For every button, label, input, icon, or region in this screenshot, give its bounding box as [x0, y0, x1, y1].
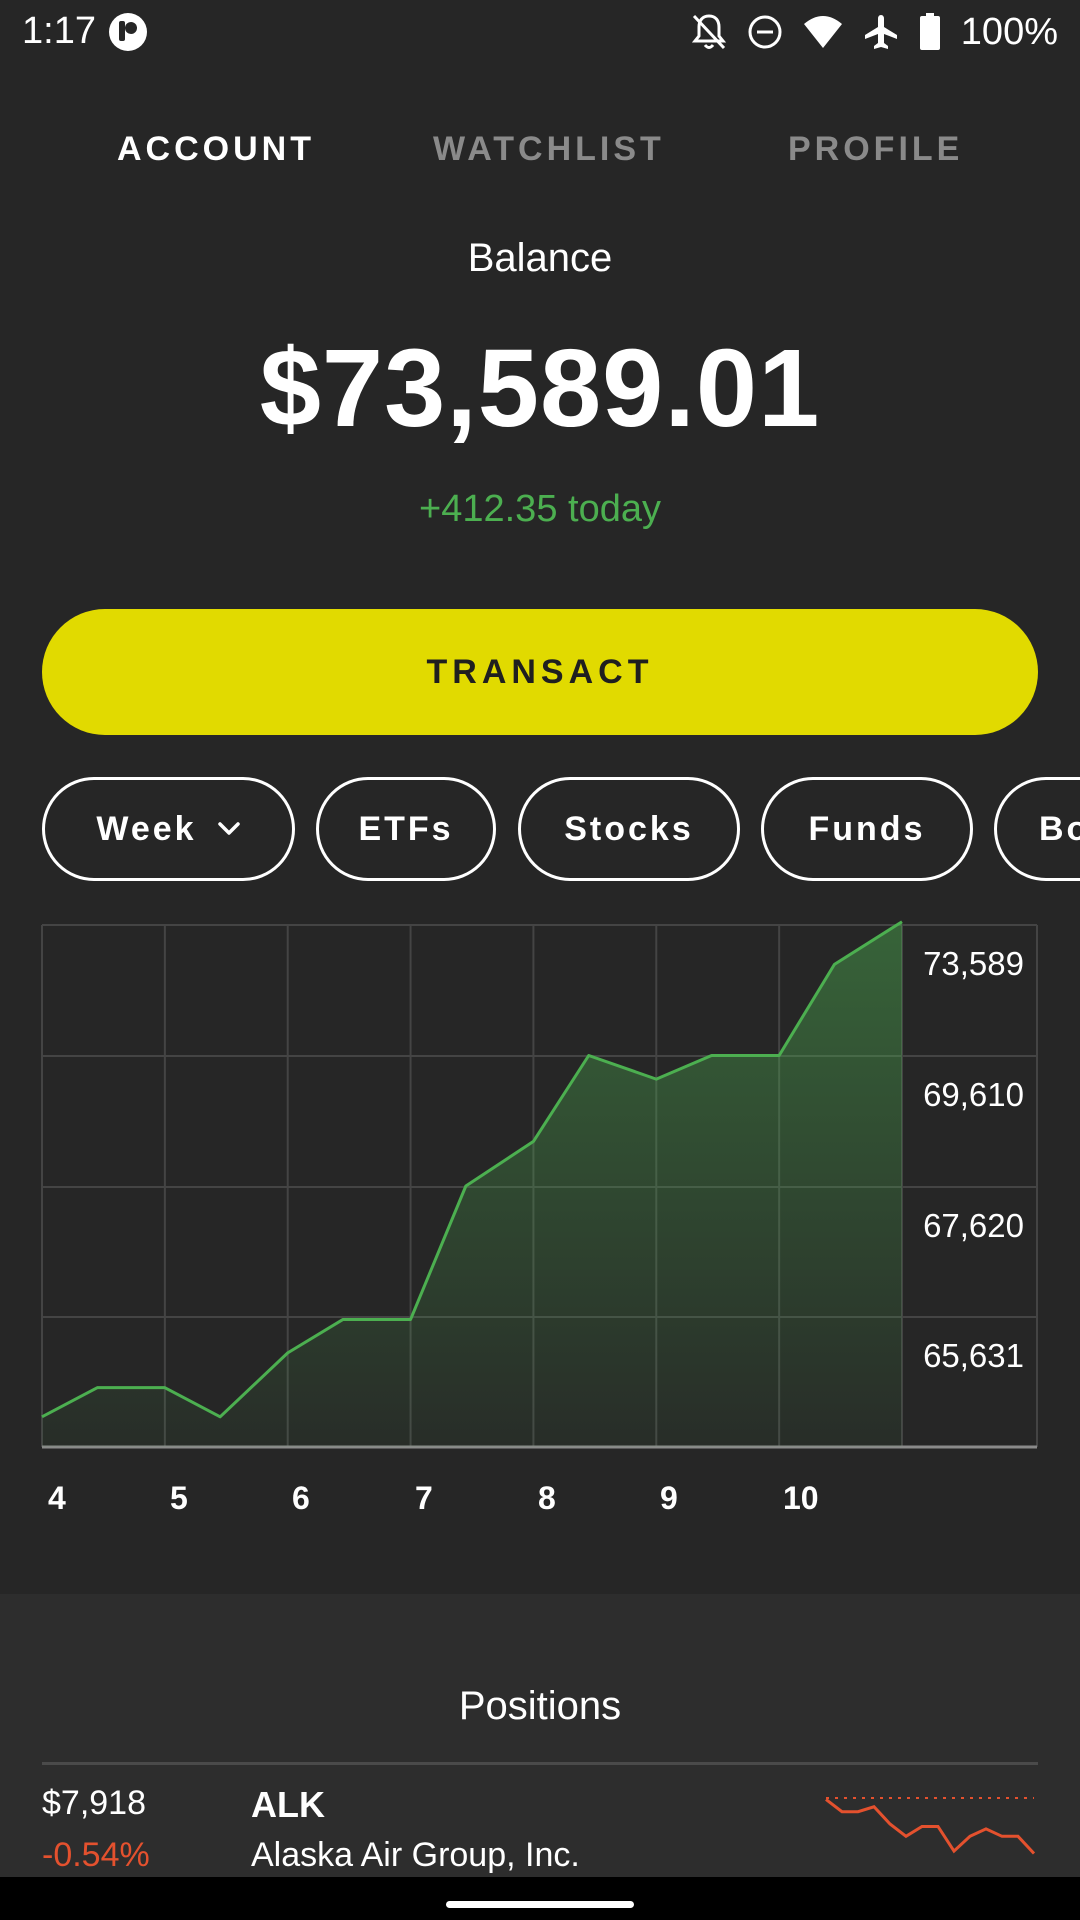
tab-watchlist[interactable]: WATCHLIST: [433, 130, 665, 168]
sparkline-series: [825, 1798, 1036, 1855]
status-icons: 100%: [691, 8, 1058, 56]
position-change: -0.54%: [42, 1836, 150, 1874]
airplane-icon: [864, 15, 897, 49]
chart-x-tick-label: 10: [783, 1480, 819, 1516]
balance-label: Balance: [467, 236, 613, 280]
positions-title: Positions: [458, 1684, 622, 1728]
chevron-down-icon: [217, 822, 240, 835]
chart-x-tick-label: 8: [538, 1480, 556, 1516]
chart-x-tick-label: 7: [415, 1480, 433, 1516]
chip-week-dropdown[interactable]: Week: [42, 777, 295, 881]
chart-x-tick-label: 9: [660, 1480, 678, 1516]
tab-bar: ACCOUNT WATCHLIST PROFILE: [0, 130, 1080, 180]
chart-x-tick-label: 5: [170, 1480, 188, 1516]
chip-week-label: Week: [96, 809, 197, 848]
chip-stocks[interactable]: Stocks: [518, 777, 740, 881]
position-symbol: ALK: [251, 1784, 325, 1825]
chart-y-tick-label: 69,610: [923, 1076, 1024, 1113]
tab-account[interactable]: ACCOUNT: [117, 130, 315, 168]
balance-value: $73,589.01: [259, 327, 821, 450]
battery-icon: [919, 13, 940, 50]
do-not-disturb-icon: [748, 15, 782, 49]
transact-button[interactable]: TRANSACT: [42, 609, 1038, 735]
status-time: 1:17: [22, 10, 96, 52]
positions-section: Positions $7,918 -0.54% ALK Alaska Air G…: [0, 1594, 1080, 1920]
chart-y-tick-label: 73,589: [923, 945, 1024, 982]
chart-x-tick-label: 4: [48, 1480, 66, 1516]
chart-y-tick-label: 67,620: [923, 1207, 1024, 1244]
app-notification-icon: [109, 13, 147, 51]
position-row[interactable]: $7,918 -0.54% ALK Alaska Air Group, Inc.: [0, 1784, 1080, 1894]
chart-x-tick-label: 6: [292, 1480, 310, 1516]
navigation-bar: [0, 1877, 1080, 1920]
battery-percentage: 100%: [960, 10, 1058, 53]
position-sparkline: [825, 1797, 1036, 1855]
wifi-icon: [803, 16, 842, 48]
balance-chart: 73,589 69,610 67,620 65,631 4 5 6 7 8 9 10: [0, 900, 1080, 1540]
chip-etfs[interactable]: ETFs: [316, 777, 496, 881]
filter-chips: Week ETFs Stocks Funds Bonds: [0, 777, 1080, 881]
chip-funds[interactable]: Funds: [761, 777, 973, 881]
balance-change-today: +412.35 today: [419, 488, 661, 530]
status-bar: 1:17 10: [0, 0, 1080, 64]
balance-chart-svg: 73,589 69,610 67,620 65,631 4 5 6 7 8 9 10: [41, 920, 1038, 1516]
home-gesture-handle[interactable]: [446, 1901, 634, 1908]
positions-divider: [42, 1762, 1038, 1765]
chart-y-tick-label: 65,631: [923, 1337, 1024, 1374]
chip-bonds[interactable]: Bonds: [994, 777, 1080, 881]
tab-profile[interactable]: PROFILE: [788, 130, 964, 168]
position-name: Alaska Air Group, Inc.: [251, 1836, 580, 1874]
position-value: $7,918: [42, 1784, 146, 1822]
chart-area-fill: [42, 921, 902, 1447]
bell-off-icon: [691, 14, 726, 50]
